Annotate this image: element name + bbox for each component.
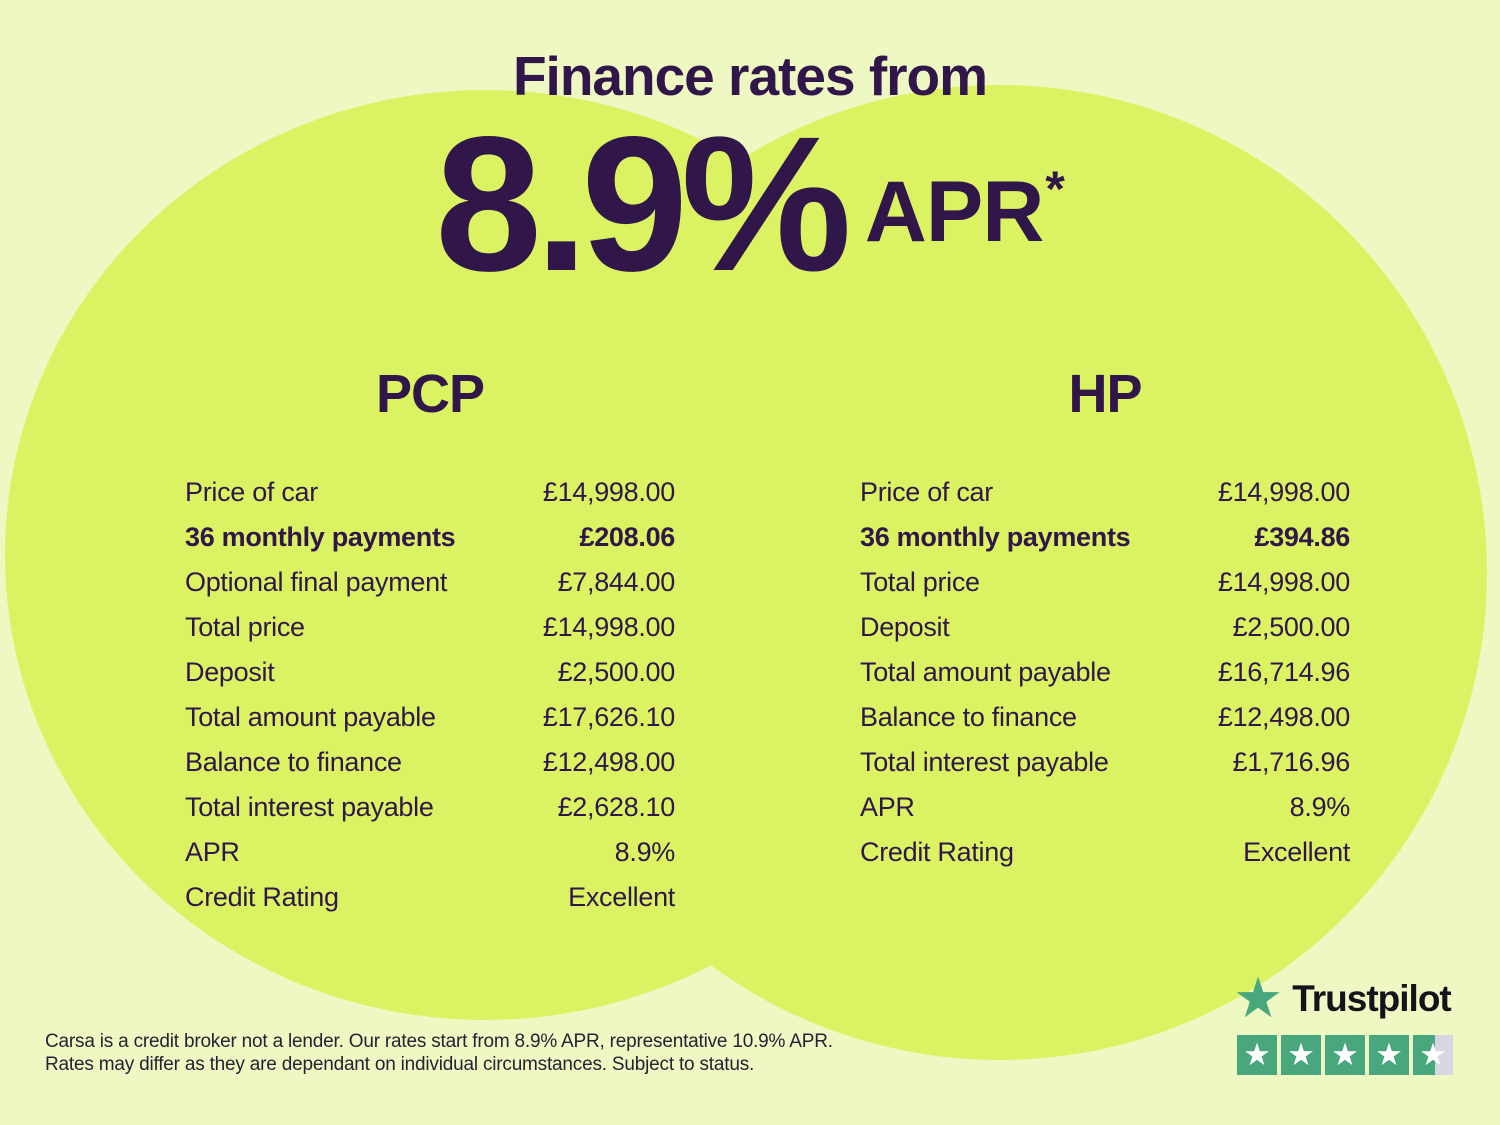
row-label: Credit Rating	[185, 882, 339, 913]
row-label: 36 monthly payments	[185, 522, 456, 553]
row-value: £2,500.00	[557, 657, 676, 688]
star-icon: ★	[1287, 1036, 1315, 1073]
row-label: Balance to finance	[185, 747, 402, 778]
star-box-full: ★	[1325, 1035, 1365, 1076]
table-row: APR 8.9%	[860, 785, 1350, 830]
headline-rate: 8.9% APR *	[0, 108, 1500, 300]
trustpilot-rating-stars: ★ ★ ★ ★ ★	[1237, 1035, 1453, 1076]
hp-table-title: HP	[1068, 364, 1142, 424]
table-row: Balance to finance £12,498.00	[185, 740, 675, 785]
row-value: £14,998.00	[1217, 567, 1350, 598]
row-value: £16,714.96	[1217, 657, 1350, 688]
row-label: Total amount payable	[860, 657, 1111, 688]
row-value: £12,498.00	[1217, 702, 1350, 733]
table-row: Total amount payable £17,626.10	[185, 695, 675, 740]
star-box-full: ★	[1369, 1035, 1409, 1076]
row-value: £2,628.10	[557, 792, 676, 823]
row-value: £1,716.96	[1232, 747, 1351, 778]
row-label: Total interest payable	[860, 747, 1109, 778]
table-row: Credit Rating Excellent	[185, 875, 675, 920]
row-label: 36 monthly payments	[860, 522, 1131, 553]
row-value: Excellent	[568, 882, 675, 913]
disclaimer-line-1: Carsa is a credit broker not a lender. O…	[45, 1031, 833, 1052]
trustpilot-star-icon: ★	[1233, 966, 1284, 1031]
background-circle-right	[512, 85, 1487, 1060]
row-label: Total price	[185, 612, 305, 643]
star-box-full: ★	[1237, 1035, 1277, 1076]
table-row: Total price £14,998.00	[185, 605, 675, 650]
star-icon: ★	[1243, 1036, 1271, 1073]
hp-table-rows: Price of car £14,998.00 36 monthly payment…	[860, 470, 1350, 875]
row-label: Total price	[860, 567, 980, 598]
trustpilot-brand-name: Trustpilot	[1292, 977, 1452, 1019]
row-value: £17,626.10	[542, 702, 675, 733]
row-value: 8.9%	[1289, 792, 1351, 823]
disclaimer-text: Carsa is a credit broker not a lender. O…	[45, 1030, 865, 1076]
pcp-table-title: PCP	[375, 364, 485, 424]
star-icon: ★	[1375, 1036, 1403, 1073]
row-value: 8.9%	[614, 837, 676, 868]
table-row: Credit Rating Excellent	[860, 830, 1350, 875]
star-icon: ★	[1419, 1036, 1447, 1073]
table-row: 36 monthly payments £208.06	[185, 515, 675, 560]
row-value: £7,844.00	[557, 567, 676, 598]
row-label: Optional final payment	[185, 567, 448, 598]
footnote-asterisk: *	[1045, 161, 1065, 218]
row-label: APR	[860, 792, 915, 823]
table-row: Price of car £14,998.00	[860, 470, 1350, 515]
star-icon: ★	[1331, 1036, 1359, 1073]
table-row: Optional final payment £7,844.00	[185, 560, 675, 605]
table-row: Balance to finance £12,498.00	[860, 695, 1350, 740]
row-label: APR	[185, 837, 240, 868]
row-value: £208.06	[579, 522, 676, 553]
row-label: Total amount payable	[185, 702, 436, 733]
row-label: Balance to finance	[860, 702, 1077, 733]
pcp-table: PCP Price of car £14,998.00 36 monthly pay…	[185, 364, 675, 920]
row-label: Price of car	[185, 477, 318, 508]
row-value: £14,998.00	[542, 477, 675, 508]
disclaimer-line-2: Rates may differ as they are dependant o…	[45, 1054, 755, 1075]
row-label: Deposit	[185, 657, 275, 688]
table-row: Total interest payable £2,628.10	[185, 785, 675, 830]
table-row: APR 8.9%	[185, 830, 675, 875]
row-label: Credit Rating	[860, 837, 1014, 868]
row-value: £14,998.00	[542, 612, 675, 643]
pcp-table-rows: Price of car £14,998.00 36 monthly payment…	[185, 470, 675, 920]
page-title: Finance rates from	[512, 45, 988, 107]
apr-label-group: APR *	[864, 164, 1065, 300]
row-value: £394.86	[1254, 522, 1351, 553]
hp-table: HP Price of car £14,998.00 36 monthly paym…	[860, 364, 1350, 875]
table-row: Deposit £2,500.00	[860, 605, 1350, 650]
row-value: £2,500.00	[1232, 612, 1351, 643]
table-row: Price of car £14,998.00	[185, 470, 675, 515]
row-value: Excellent	[1243, 837, 1350, 868]
row-value: £14,998.00	[1217, 477, 1350, 508]
star-box-full: ★	[1281, 1035, 1321, 1076]
row-label: Price of car	[860, 477, 993, 508]
rate-value: 8.9%	[435, 96, 852, 311]
table-row: Deposit £2,500.00	[185, 650, 675, 695]
row-label: Deposit	[860, 612, 950, 643]
star-box-half: ★	[1413, 1035, 1453, 1076]
trustpilot-logo: ★ Trustpilot	[1233, 966, 1453, 1031]
row-label: Total interest payable	[185, 792, 434, 823]
row-value: £12,498.00	[542, 747, 675, 778]
table-row: Total price £14,998.00	[860, 560, 1350, 605]
table-row: 36 monthly payments £394.86	[860, 515, 1350, 560]
trustpilot-widget: ★ Trustpilot ★ ★ ★ ★ ★	[1233, 966, 1453, 1076]
table-row: Total amount payable £16,714.96	[860, 650, 1350, 695]
apr-label: APR	[864, 164, 1045, 261]
table-row: Total interest payable £1,716.96	[860, 740, 1350, 785]
